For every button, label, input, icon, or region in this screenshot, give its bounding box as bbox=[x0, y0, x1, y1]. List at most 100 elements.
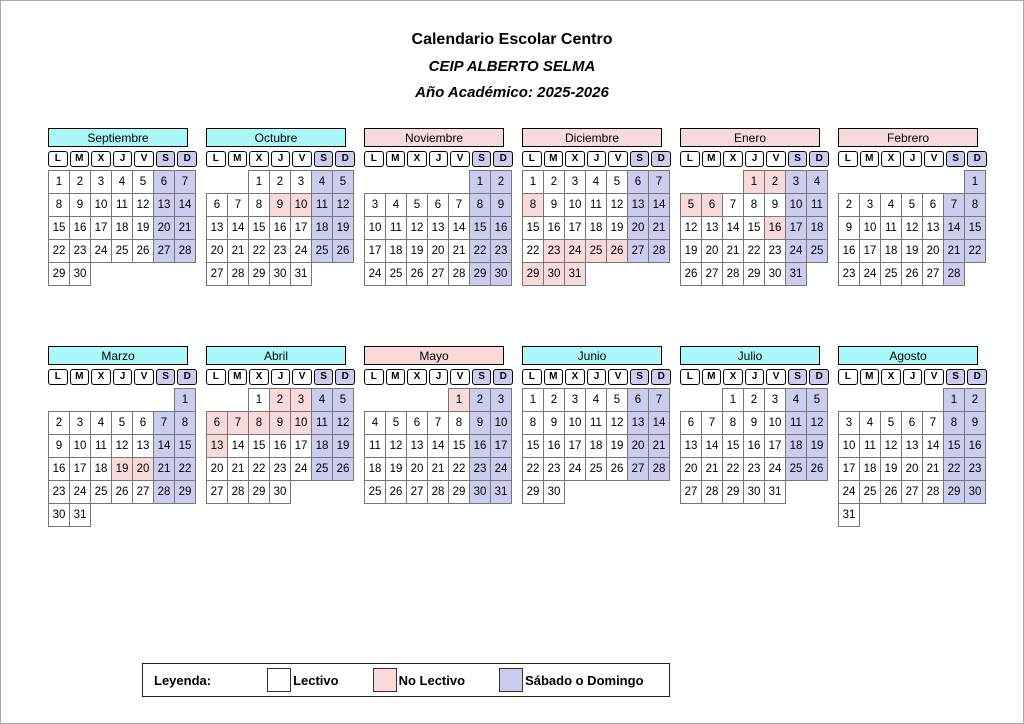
day-cell: 2 bbox=[69, 170, 91, 194]
empty-cell bbox=[839, 389, 860, 412]
month-title: Mayo bbox=[364, 346, 504, 365]
day-cell: 25 bbox=[311, 239, 333, 263]
week-row: 20 21 22 23 24 25 26 bbox=[680, 457, 828, 481]
day-cell: 26 bbox=[680, 262, 702, 286]
day-cell: 3 bbox=[564, 170, 586, 194]
day-cell: 17 bbox=[69, 457, 91, 481]
day-cell: 27 bbox=[406, 480, 428, 504]
day-cell: 23 bbox=[743, 457, 765, 481]
weekday-label-x: X bbox=[249, 369, 269, 385]
empty-cell bbox=[133, 263, 154, 286]
day-cell: 21 bbox=[648, 216, 670, 240]
empty-cell bbox=[449, 171, 470, 194]
day-cell: 28 bbox=[153, 480, 175, 504]
weekday-label-m: M bbox=[701, 369, 722, 385]
day-cell: 28 bbox=[448, 262, 470, 286]
day-cell: 21 bbox=[701, 457, 723, 481]
day-cell: 13 bbox=[701, 216, 723, 240]
day-cell: 22 bbox=[174, 457, 196, 481]
empty-cell bbox=[154, 504, 175, 527]
day-cell: 10 bbox=[490, 411, 512, 435]
month-grid: 1 2 3 4 5 6 7 8 9 10 11 12 13 14 15 16 17 18 19 20 21 22 23 24 2… bbox=[838, 170, 986, 286]
week-row: 13 14 15 16 17 18 19 bbox=[206, 434, 354, 458]
day-cell: 2 bbox=[764, 170, 786, 194]
week-row: 5 6 7 8 9 10 11 bbox=[680, 193, 828, 217]
day-cell: 19 bbox=[132, 216, 154, 240]
day-cell: 20 bbox=[627, 434, 649, 458]
day-cell: 16 bbox=[543, 216, 565, 240]
day-cell: 29 bbox=[743, 262, 765, 286]
day-cell: 12 bbox=[132, 193, 154, 217]
day-cell: 11 bbox=[806, 193, 828, 217]
day-cell: 6 bbox=[901, 411, 923, 435]
weekday-label-x: X bbox=[565, 151, 585, 167]
day-cell: 14 bbox=[648, 193, 670, 217]
day-cell: 23 bbox=[469, 457, 491, 481]
day-cell: 4 bbox=[585, 388, 607, 412]
day-cell: 5 bbox=[606, 170, 628, 194]
day-cell: 6 bbox=[406, 411, 428, 435]
weekday-label-s: S bbox=[471, 369, 492, 385]
week-row: 15 16 17 18 19 20 21 bbox=[522, 434, 670, 458]
day-cell: 26 bbox=[406, 262, 428, 286]
day-cell: 24 bbox=[859, 262, 881, 286]
day-cell: 25 bbox=[585, 239, 607, 263]
empty-cell bbox=[860, 171, 881, 194]
day-cell: 12 bbox=[332, 411, 354, 435]
day-cell: 26 bbox=[332, 239, 354, 263]
legend-swatch bbox=[499, 668, 524, 692]
empty-cell bbox=[228, 389, 249, 412]
weekday-label-d: D bbox=[809, 151, 829, 167]
day-cell: 21 bbox=[174, 216, 196, 240]
day-cell: 18 bbox=[111, 216, 133, 240]
weekday-label-j: J bbox=[270, 369, 291, 385]
day-cell: 19 bbox=[385, 457, 407, 481]
day-cell: 26 bbox=[111, 480, 133, 504]
day-cell: 19 bbox=[111, 457, 133, 481]
empty-cell bbox=[649, 263, 670, 286]
week-row: 9 10 11 12 13 14 15 bbox=[838, 216, 986, 240]
day-cell: 2 bbox=[48, 411, 70, 435]
day-cell: 28 bbox=[174, 239, 196, 263]
day-cell: 5 bbox=[132, 170, 154, 194]
day-cell: 8 bbox=[248, 411, 270, 435]
day-cell: 13 bbox=[132, 434, 154, 458]
day-cell: 27 bbox=[206, 262, 228, 286]
empty-cell bbox=[333, 481, 354, 504]
day-cell: 22 bbox=[522, 457, 544, 481]
week-row: 10 11 12 13 14 15 16 bbox=[364, 216, 512, 240]
month-title: Agosto bbox=[838, 346, 978, 365]
day-cell: 30 bbox=[543, 262, 565, 286]
day-cell: 4 bbox=[90, 411, 112, 435]
day-cell: 24 bbox=[785, 239, 807, 263]
day-cell: 21 bbox=[922, 457, 944, 481]
empty-cell bbox=[112, 389, 133, 412]
day-cell: 6 bbox=[206, 193, 228, 217]
week-row: 16 17 18 19 20 21 22 bbox=[838, 239, 986, 263]
empty-cell bbox=[965, 504, 986, 527]
weekday-label-d: D bbox=[651, 369, 671, 385]
weekday-label-v: V bbox=[608, 151, 628, 167]
day-cell: 2 bbox=[964, 388, 986, 412]
day-cell: 18 bbox=[806, 216, 828, 240]
day-cell: 7 bbox=[174, 170, 196, 194]
day-cell: 9 bbox=[48, 434, 70, 458]
weekday-label-v: V bbox=[608, 369, 628, 385]
week-row: 27 28 29 30 31 bbox=[680, 480, 828, 504]
day-cell: 1 bbox=[743, 170, 765, 194]
empty-cell bbox=[228, 171, 249, 194]
day-cell: 13 bbox=[680, 434, 702, 458]
day-cell: 24 bbox=[290, 239, 312, 263]
day-cell: 27 bbox=[701, 262, 723, 286]
day-cell: 22 bbox=[248, 457, 270, 481]
month-junio: Junio L M X J V S D 1 2 3 4 5 6 7 8 9 10 11 12 13 14 15 16 17 18 1… bbox=[522, 346, 672, 504]
week-row: 31 bbox=[838, 503, 986, 527]
day-cell: 23 bbox=[838, 262, 860, 286]
day-cell: 3 bbox=[290, 170, 312, 194]
weekday-label-m: M bbox=[543, 369, 564, 385]
weekday-label-d: D bbox=[177, 369, 197, 385]
